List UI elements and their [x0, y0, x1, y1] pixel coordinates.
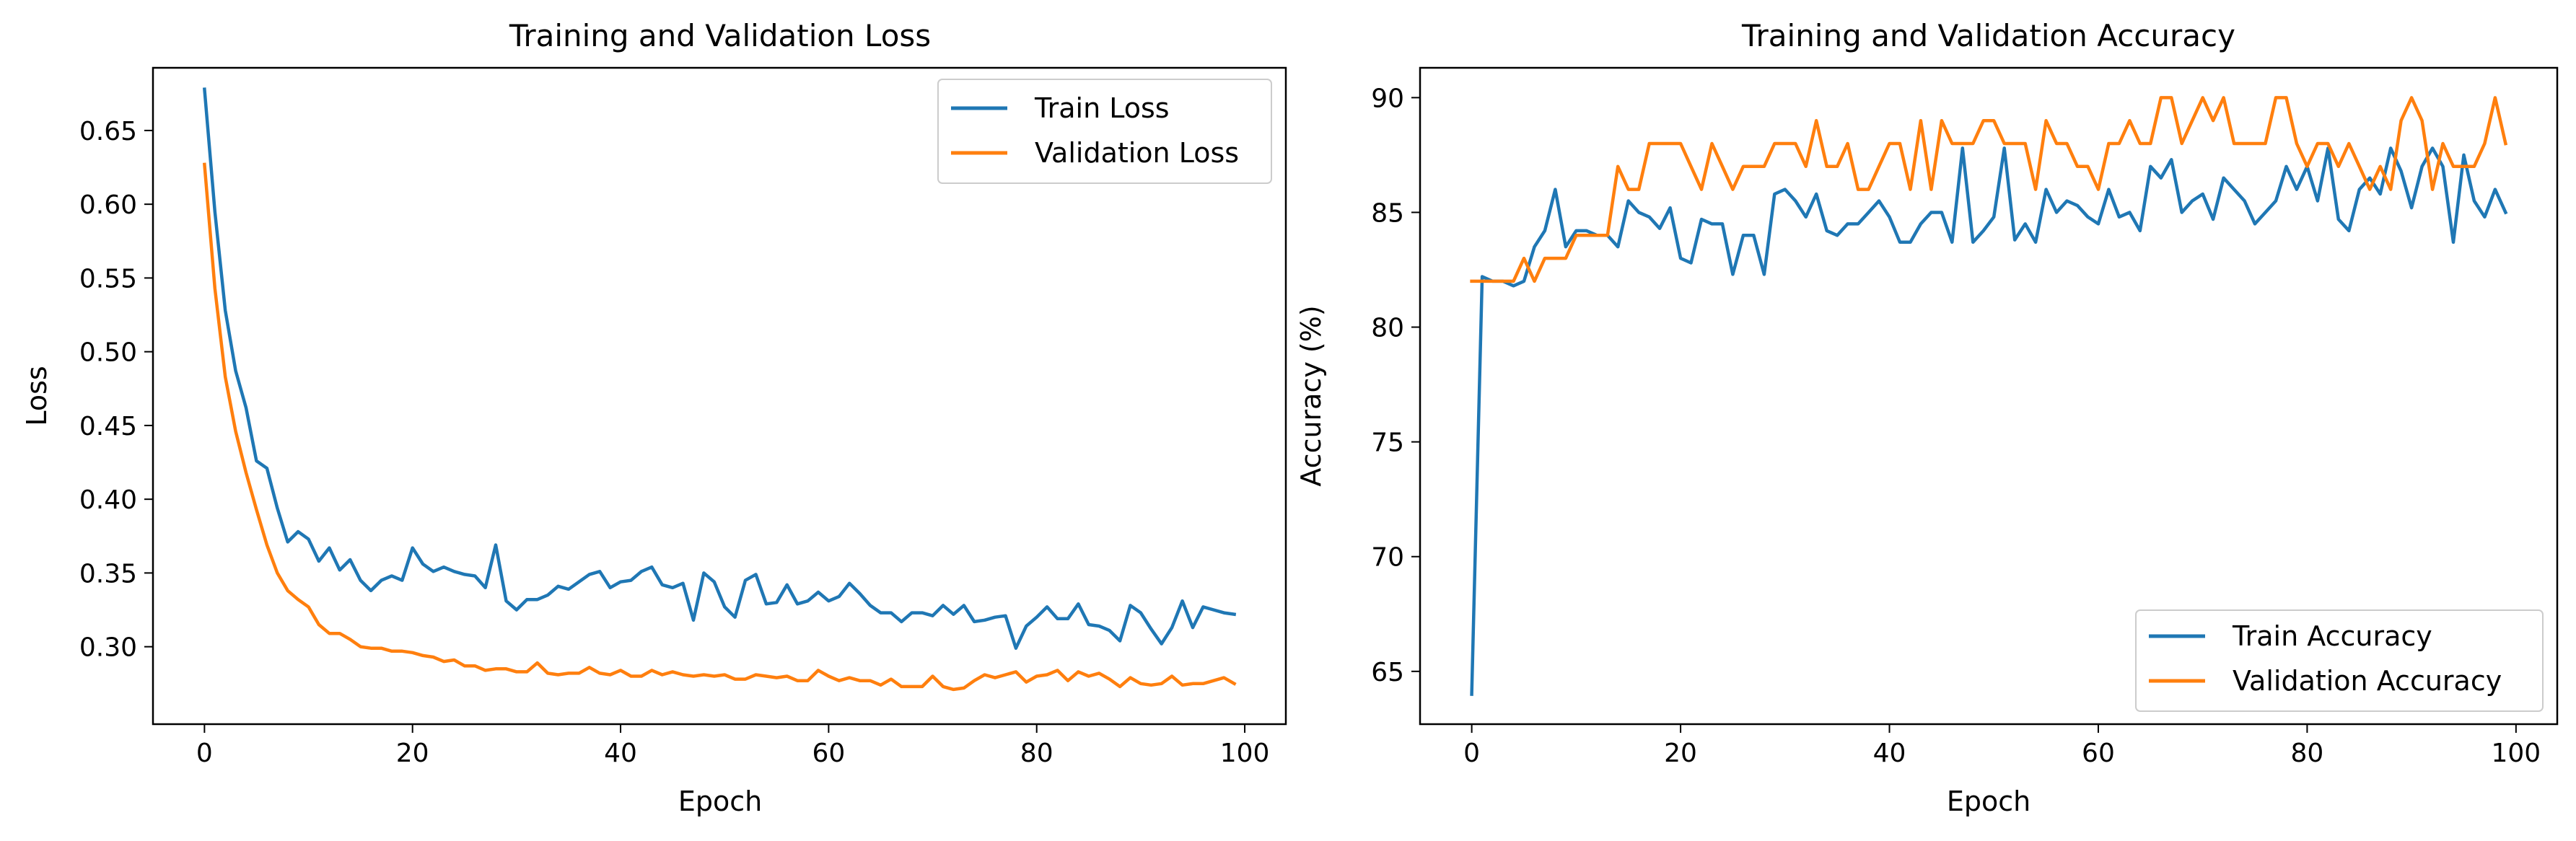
accuracy-xtick-label: 60 — [2082, 739, 2115, 768]
loss-ytick-label: 0.30 — [79, 633, 137, 663]
loss-ytick-label: 0.55 — [79, 264, 137, 294]
accuracy-chart-title: Training and Validation Accuracy — [1741, 18, 2235, 53]
accuracy-xtick-label: 20 — [1664, 739, 1697, 768]
series-line-validation-accuracy — [1470, 96, 2508, 283]
loss-chart-xlabel: Epoch — [678, 785, 762, 817]
loss-chart-frame — [152, 66, 1287, 726]
loss-chart-ticks: 0 20 40 60 80 100 0.30 0.35 0.40 0.45 0.50 0.55 0.60… — [79, 117, 1270, 768]
accuracy-chart-xlabel: Epoch — [1947, 785, 2030, 817]
loss-ytick-label: 0.60 — [79, 190, 137, 220]
series-line-train-accuracy — [1470, 146, 2508, 696]
accuracy-xtick-label: 0 — [1463, 739, 1480, 768]
loss-chart: Training and Validation Loss 0 20 40 60 80 10… — [21, 18, 1287, 817]
accuracy-chart-legend-box — [2135, 609, 2544, 712]
loss-ytick-label: 0.40 — [79, 485, 137, 515]
loss-chart-lines — [202, 87, 1237, 692]
loss-chart-title: Training and Validation Loss — [509, 18, 931, 53]
loss-xtick-label: 40 — [604, 739, 637, 768]
loss-ytick-label: 0.35 — [79, 559, 137, 589]
legend-label-train-accuracy: Train Accuracy — [2232, 620, 2432, 652]
loss-ytick-label: 0.50 — [79, 338, 137, 368]
series-line-train-loss — [202, 87, 1237, 650]
accuracy-chart: Training and Validation Accuracy 0 20 40 60… — [1295, 18, 2559, 817]
loss-xtick-label: 0 — [196, 739, 213, 768]
accuracy-chart-ylabel: Accuracy (%) — [1295, 305, 1327, 486]
accuracy-xtick-label: 40 — [1873, 739, 1906, 768]
loss-xtick-label: 100 — [1220, 739, 1270, 768]
loss-chart-legend: Train Loss Validation Loss — [937, 79, 1272, 184]
accuracy-xtick-label: 100 — [2491, 739, 2541, 768]
accuracy-xtick-label: 80 — [2290, 739, 2323, 768]
accuracy-chart-legend: Train Accuracy Validation Accuracy — [2135, 609, 2544, 712]
loss-xtick-label: 80 — [1020, 739, 1053, 768]
accuracy-ytick-label: 85 — [1371, 198, 1404, 228]
accuracy-ytick-label: 90 — [1371, 84, 1404, 113]
loss-xtick-label: 60 — [812, 739, 845, 768]
loss-xtick-label: 20 — [396, 739, 429, 768]
accuracy-chart-ticks: 0 20 40 60 80 100 65 70 75 80 85 90 — [1371, 84, 2541, 768]
accuracy-chart-lines — [1470, 96, 2508, 696]
accuracy-ytick-label: 80 — [1371, 314, 1404, 343]
accuracy-ytick-label: 75 — [1371, 428, 1404, 458]
accuracy-chart-frame — [1419, 66, 2559, 726]
loss-chart-ylabel: Loss — [21, 366, 53, 426]
accuracy-ytick-label: 70 — [1371, 543, 1404, 573]
loss-chart-legend-box — [937, 79, 1272, 184]
legend-label-validation-accuracy: Validation Accuracy — [2233, 665, 2502, 697]
legend-label-validation-loss: Validation Loss — [1035, 137, 1239, 169]
loss-ytick-label: 0.45 — [79, 412, 137, 441]
accuracy-ytick-label: 65 — [1371, 658, 1404, 687]
loss-ytick-label: 0.65 — [79, 117, 137, 146]
legend-label-train-loss: Train Loss — [1034, 92, 1170, 124]
series-line-validation-loss — [202, 162, 1237, 692]
